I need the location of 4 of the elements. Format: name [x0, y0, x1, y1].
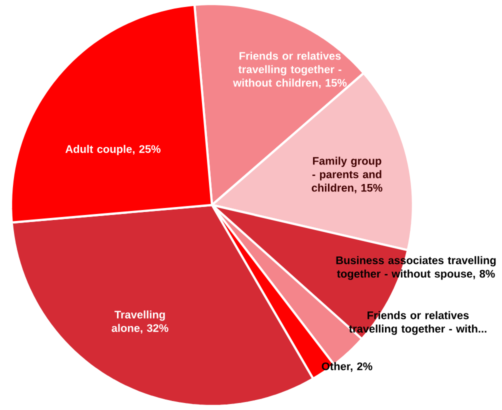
slice-label: Travelling alone, 32% [112, 310, 168, 334]
slice-label: Adult couple, 25% [65, 144, 161, 156]
slice-label: Family group - parents and children, 15% [312, 156, 382, 194]
slice-label: Friends or relatives travelling together - without children, 15% [233, 52, 347, 88]
